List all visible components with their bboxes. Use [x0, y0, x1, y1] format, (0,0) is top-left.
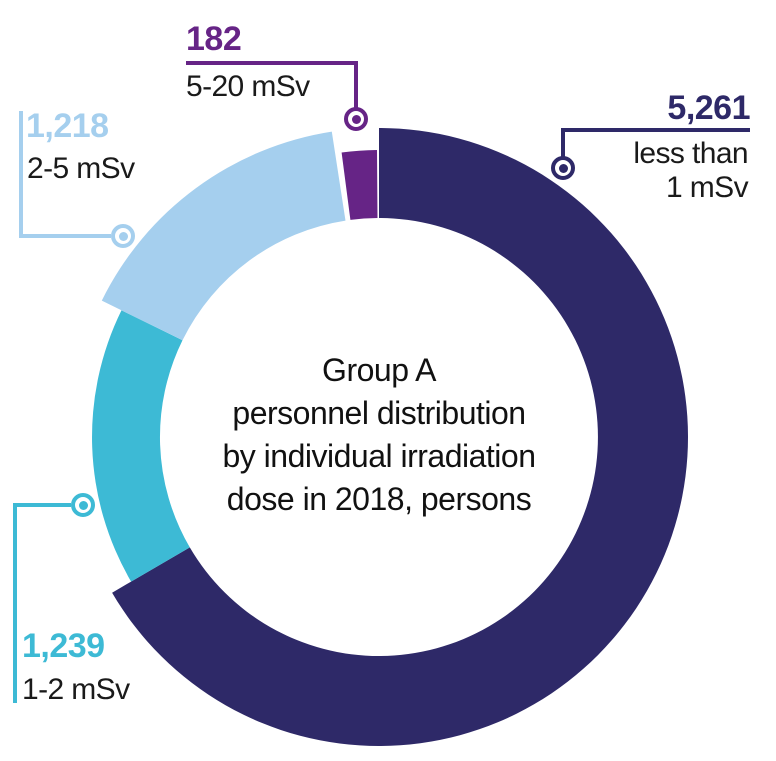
leader-marker-dot-1-2-msv — [78, 500, 88, 510]
leader-line-1-2-msv-vertical — [13, 503, 17, 703]
leader-line-1-2-msv-horizontal — [13, 503, 71, 507]
segment-less-than-1-msv — [112, 128, 689, 747]
segment-2-5-msv — [101, 131, 346, 341]
leader-marker-less-than-1-msv — [551, 156, 575, 180]
leader-marker-dot-less-than-1-msv — [558, 163, 568, 173]
chart-center-title: Group A personnel distribution by indivi… — [129, 349, 629, 521]
callout-label-5-20-msv: 5-20 mSv — [186, 70, 310, 103]
callout-label-2-5-msv: 2-5 mSv — [27, 152, 135, 185]
leader-line-5-20-msv-vertical — [354, 61, 358, 108]
leader-line-5-20-msv-horizontal — [186, 61, 358, 65]
donut-segments-group — [92, 128, 689, 747]
callout-value-less-than-1-msv: 5,261 — [667, 89, 750, 127]
center-title-line-1: Group A — [322, 352, 436, 388]
callout-value-5-20-msv: 182 — [186, 20, 242, 58]
leader-line-less-than-1-msv-vertical — [561, 128, 565, 158]
callout-label-less-than-1-msv-line2: 1 mSv — [665, 171, 749, 204]
callout-value-2-5-msv: 1,218 — [26, 107, 109, 145]
center-title-line-4: dose in 2018, persons — [226, 481, 532, 517]
leader-marker-2-5-msv — [111, 224, 135, 248]
leader-marker-1-2-msv — [71, 493, 95, 517]
callout-value-1-2-msv: 1,239 — [22, 627, 105, 665]
callout-label-less-than-1-msv-line1: less than — [633, 137, 748, 170]
leader-marker-dot-2-5-msv — [118, 231, 128, 241]
segment-5-20-msv — [341, 150, 378, 220]
center-title-line-3: by individual irradiation — [222, 438, 536, 474]
center-title-line-2: personnel distribution — [232, 395, 526, 431]
leader-line-2-5-msv-horizontal — [19, 234, 111, 238]
callout-label-1-2-msv: 1-2 mSv — [22, 673, 130, 706]
leader-marker-dot-5-20-msv — [351, 114, 361, 124]
leader-marker-5-20-msv — [344, 107, 368, 131]
segment-1-2-msv — [92, 310, 190, 582]
leader-line-less-than-1-msv-horizontal — [561, 128, 750, 132]
leader-line-2-5-msv-vertical — [19, 111, 23, 238]
